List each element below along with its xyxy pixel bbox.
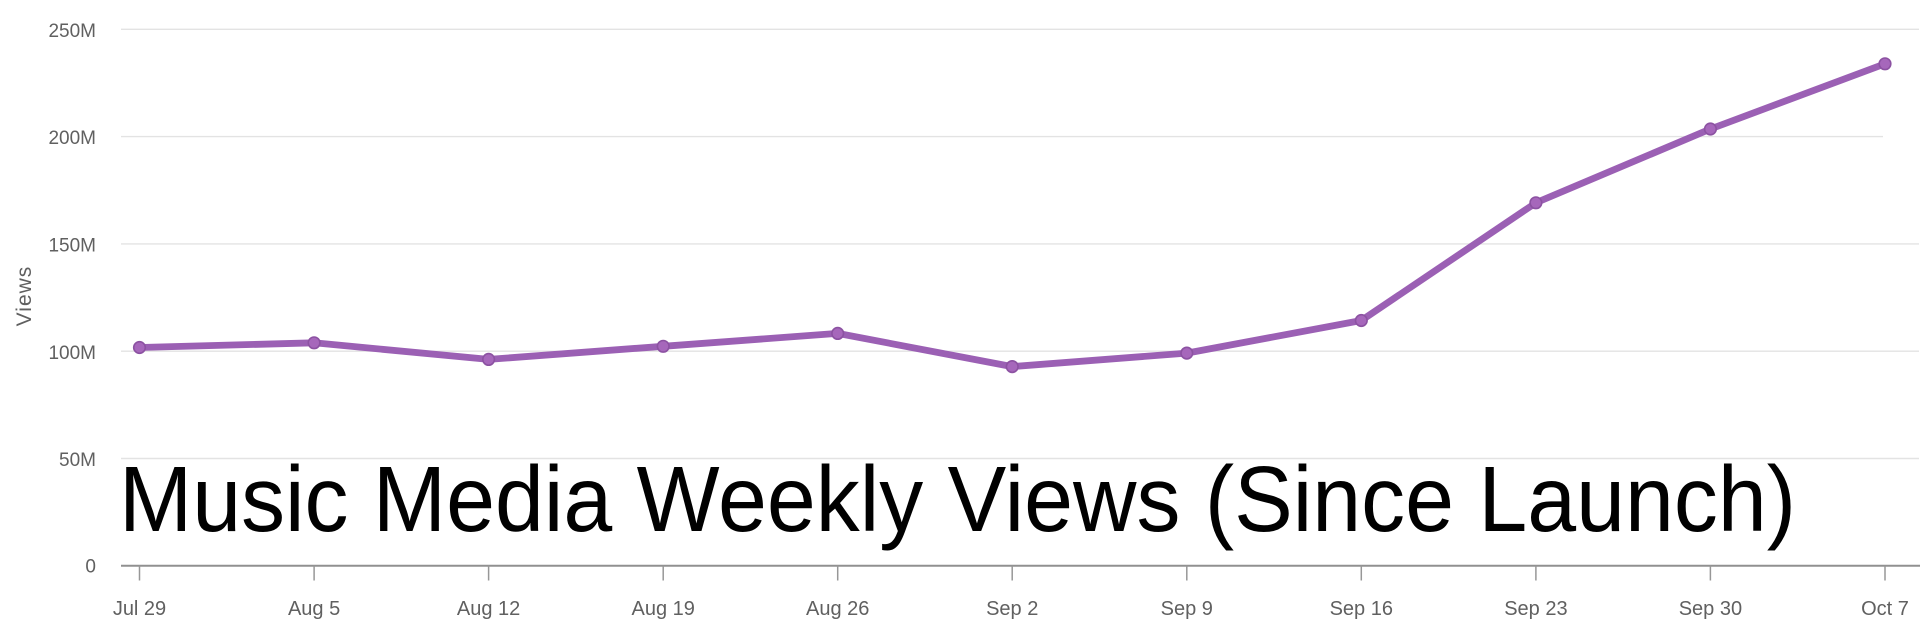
svg-text:Sep 2: Sep 2 bbox=[986, 598, 1038, 620]
svg-text:Views: Views bbox=[13, 266, 36, 327]
svg-text:Aug 5: Aug 5 bbox=[288, 598, 340, 620]
svg-text:150M: 150M bbox=[48, 236, 96, 257]
svg-text:Jul 29: Jul 29 bbox=[113, 598, 166, 620]
svg-text:Sep 23: Sep 23 bbox=[1504, 598, 1567, 620]
svg-text:200M: 200M bbox=[48, 128, 96, 149]
svg-text:50M: 50M bbox=[59, 450, 96, 471]
svg-text:0: 0 bbox=[85, 556, 96, 577]
svg-text:Music Media Weekly Views (Sinc: Music Media Weekly Views (Since Launch) bbox=[119, 447, 1796, 551]
svg-text:Sep 16: Sep 16 bbox=[1330, 598, 1393, 620]
svg-text:Sep 30: Sep 30 bbox=[1679, 598, 1742, 620]
svg-text:Aug 12: Aug 12 bbox=[457, 598, 520, 620]
svg-text:100M: 100M bbox=[48, 343, 96, 364]
svg-text:Sep 9: Sep 9 bbox=[1161, 598, 1213, 620]
svg-text:Aug 19: Aug 19 bbox=[632, 598, 695, 620]
svg-text:250M: 250M bbox=[48, 21, 96, 42]
svg-text:Oct 7: Oct 7 bbox=[1861, 598, 1909, 620]
svg-text:Aug 26: Aug 26 bbox=[806, 598, 869, 620]
